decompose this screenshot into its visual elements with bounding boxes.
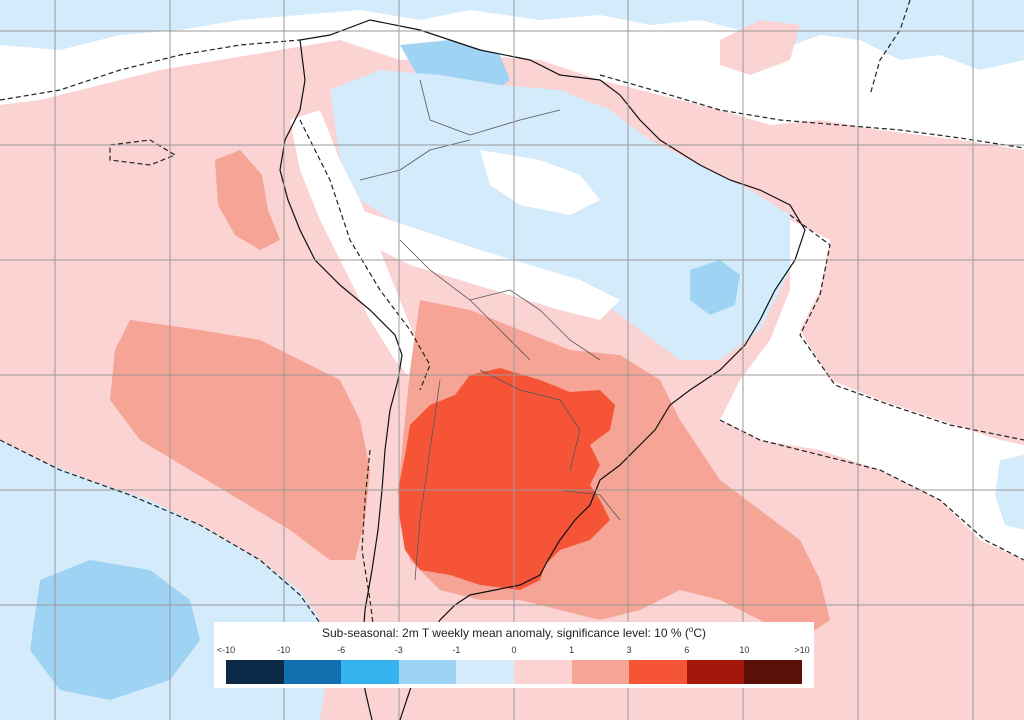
legend-swatch-7 <box>629 660 687 684</box>
legend-swatch-0 <box>226 660 284 684</box>
legend-tick-label: -1 <box>452 645 461 655</box>
amazon-cool-area <box>330 70 800 360</box>
legend-tick-label: 6 <box>684 645 690 655</box>
legend-swatch-5 <box>513 660 572 684</box>
legend-title-suffix: C) <box>693 626 706 640</box>
legend-swatch-1 <box>283 660 342 684</box>
hot-anomaly-core <box>398 368 615 590</box>
amazon-neutral-central <box>480 150 600 215</box>
peru-warm-patch <box>215 150 280 250</box>
legend-title: Sub-seasonal: 2m T weekly mean anomaly, … <box>214 625 814 640</box>
significance-contours <box>0 0 1024 641</box>
pacific-warm-region <box>110 320 370 560</box>
south-atlantic-cool <box>995 455 1024 530</box>
amazon-neutral-strip <box>360 210 620 320</box>
legend-tick-label: 0 <box>511 645 517 655</box>
brazil-cold-patch <box>690 260 740 315</box>
legend-swatch-3 <box>398 660 457 684</box>
legend-swatch-8 <box>686 660 745 684</box>
legend-tick-labels: <-10 -10 -6 -3 -1 0 1 3 6 10 >10 <box>217 645 810 657</box>
north-cool-area <box>0 0 1024 70</box>
legend-title-prefix: Sub-seasonal: 2m T weekly mean anomaly, … <box>322 626 689 640</box>
legend-tick-label: 10 <box>739 645 750 655</box>
caribbean-pos <box>720 20 800 75</box>
legend-color-bar <box>226 660 802 684</box>
country-borders <box>359 79 621 581</box>
legend-tick-label: <-10 <box>216 645 236 655</box>
legend-tick-label: -10 <box>277 645 291 655</box>
legend-swatch-6 <box>571 660 630 684</box>
legend-tick-label: 3 <box>626 645 632 655</box>
legend-swatch-4 <box>456 660 514 684</box>
legend-swatch-9 <box>744 660 802 684</box>
legend-tick-label: -6 <box>337 645 346 655</box>
south-pacific-cold <box>30 560 200 700</box>
legend-title-degree: o <box>688 625 694 634</box>
legend-swatch-2 <box>341 660 399 684</box>
legend-tick-label: 1 <box>569 645 575 655</box>
atlantic-neutral-tongue <box>720 220 1024 560</box>
legend-tick-label: >10 <box>794 645 810 655</box>
color-legend: Sub-seasonal: 2m T weekly mean anomaly, … <box>214 622 814 688</box>
legend-tick-label: -3 <box>394 645 403 655</box>
